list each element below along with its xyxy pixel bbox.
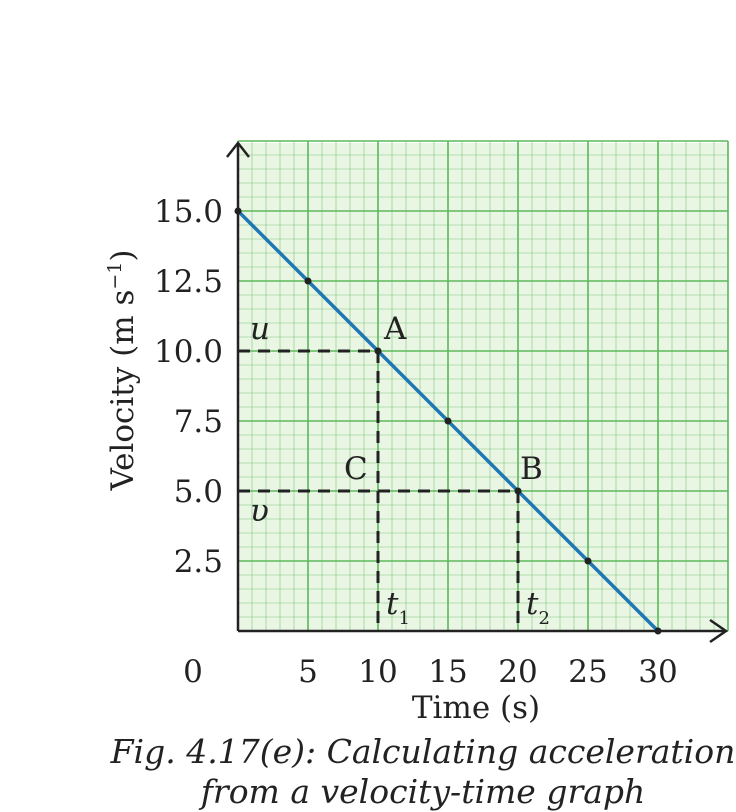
x-tick-label: 30 [638,654,677,690]
series-group [234,207,662,635]
y-tick-label: 12.5 [154,264,223,300]
y-axis-label-close: ) [105,250,141,262]
y-tick-label: 15.0 [154,194,223,230]
y-tick-label: 5.0 [174,474,223,510]
data-point [654,627,662,635]
point-label-b: B [520,451,543,487]
data-point [444,417,452,425]
x-tick-label: 15 [428,654,467,690]
label-t2-base: t [526,586,539,622]
x-tick-label: 10 [358,654,397,690]
label-v: υ [250,493,269,529]
label-t1-base: t [386,586,399,622]
data-point [584,557,592,565]
data-point [304,277,312,285]
caption-line-2: from a velocity-time graph [200,772,646,811]
data-point [234,207,242,215]
x-tick-label: 5 [298,654,318,690]
x-tick-labels: 5 10 15 20 25 30 [298,654,678,690]
label-t1-sub: 1 [398,608,409,629]
x-tick-label: 25 [568,654,607,690]
y-tick-label: 2.5 [174,544,223,580]
y-axis-label-sup: −1 [104,262,126,290]
label-t2: t2 [526,586,550,629]
y-tick-labels: 2.5 5.0 7.5 10.0 12.5 15.0 [154,194,223,580]
label-t1: t1 [386,586,410,629]
x-axis-arrow [709,618,729,644]
x-tick-label: 20 [498,654,537,690]
x-axis-label: Time (s) [412,690,540,726]
label-u: u [250,311,270,347]
origin-label: 0 [183,654,203,690]
y-axis-label: Velocity (m s−1) [104,250,141,492]
y-tick-label: 7.5 [174,404,223,440]
grid-minor [238,141,728,631]
y-tick-label: 10.0 [154,334,223,370]
guide-lines [238,349,520,631]
point-label-c: C [344,451,368,487]
caption-line-1: Fig. 4.17(e): Calculating acceleration [110,732,736,771]
plot-background [238,143,728,631]
data-point [514,487,522,495]
data-point [374,347,382,355]
label-t2-sub: 2 [538,608,549,629]
figure-caption: Fig. 4.17(e): Calculating acceleration f… [110,732,736,812]
y-axis-label-text: Velocity (m s [105,290,141,492]
point-label-a: A [383,311,407,347]
y-axis-arrow [226,140,250,158]
